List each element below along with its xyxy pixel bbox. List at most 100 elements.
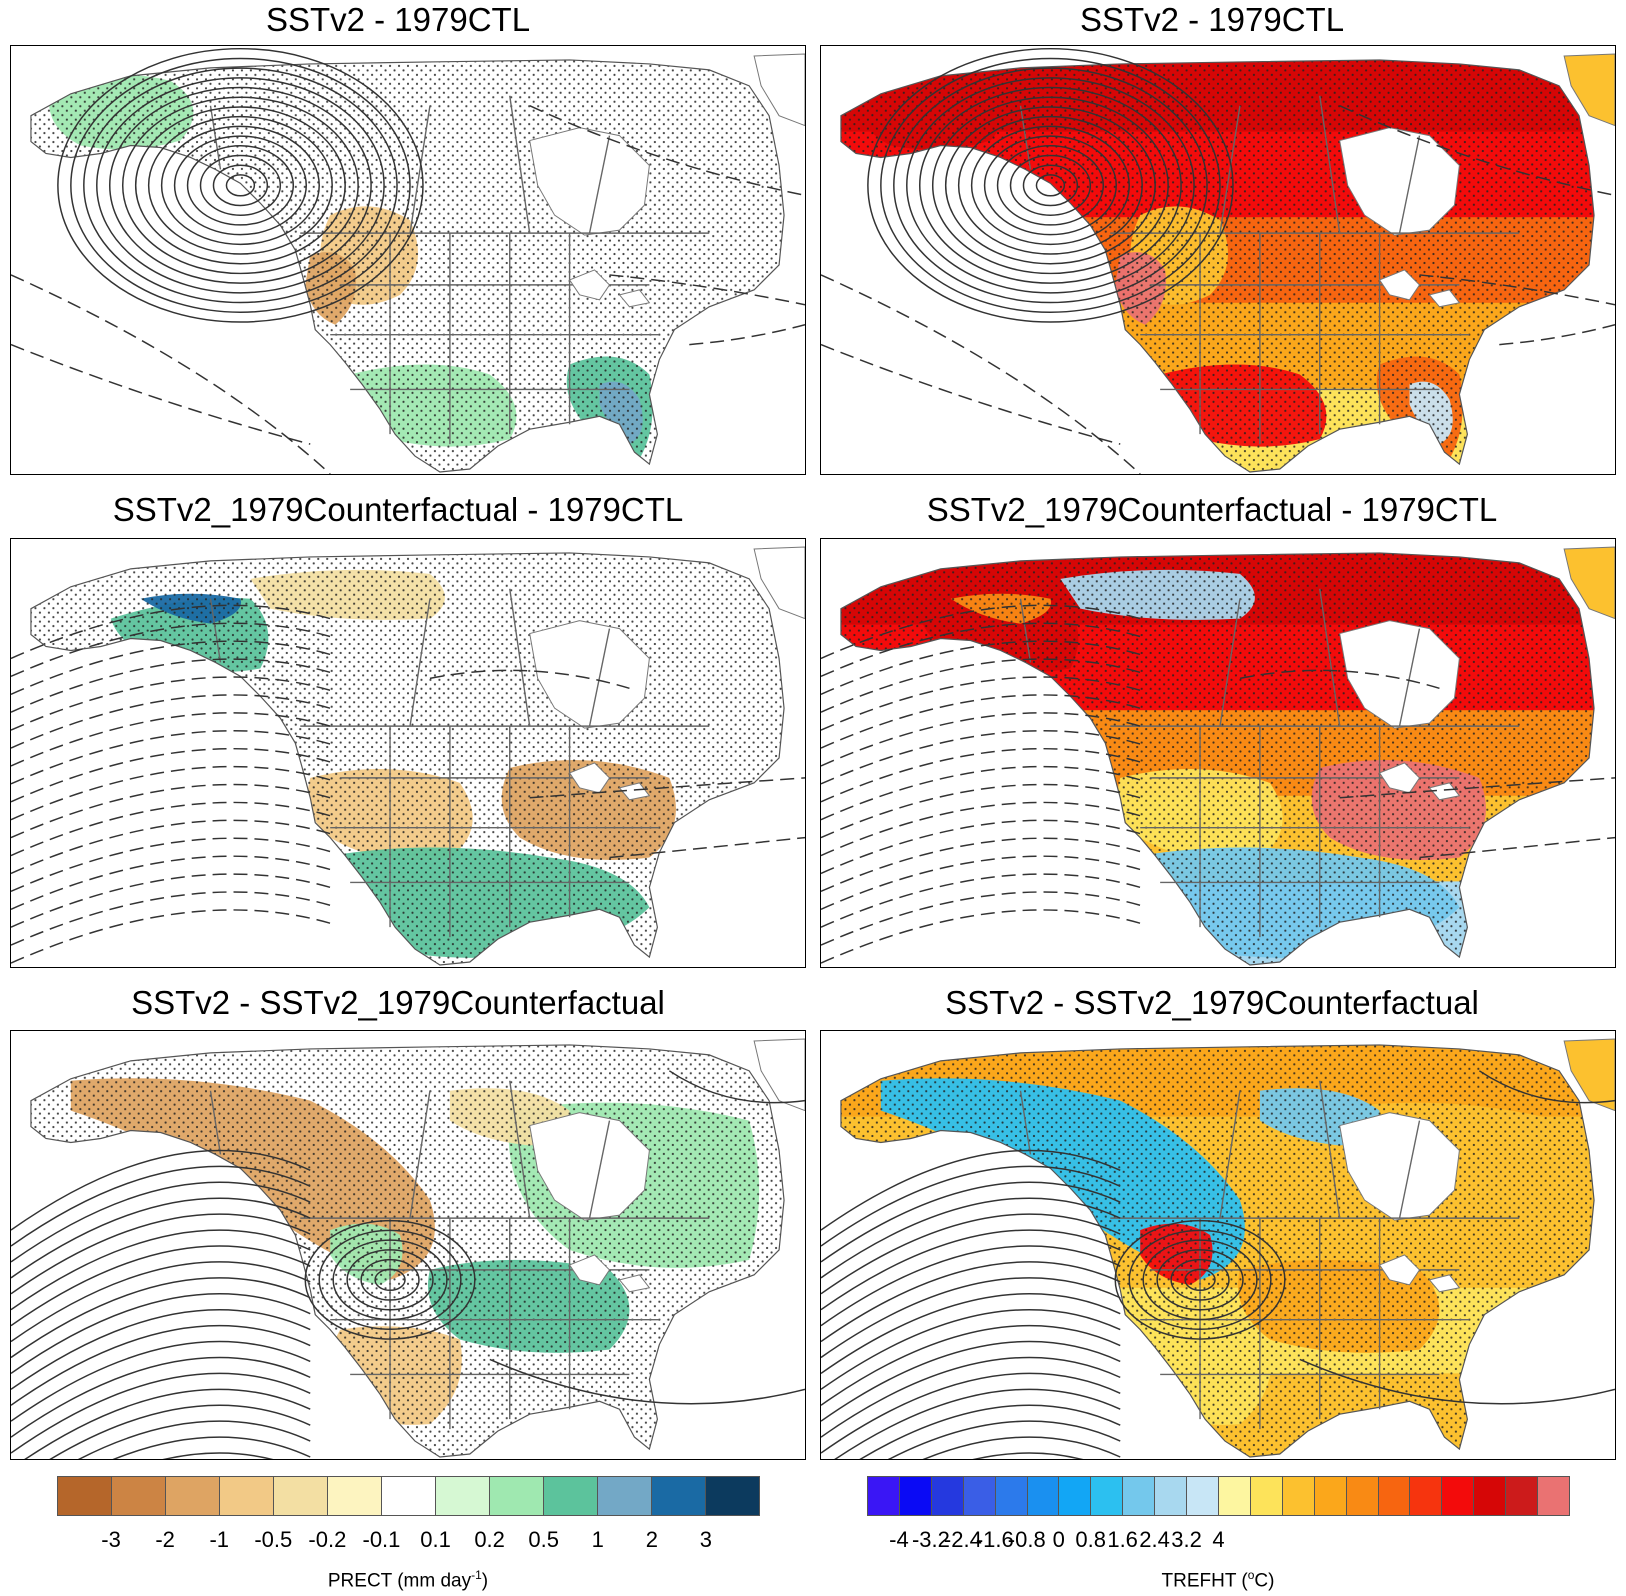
- contour-negative: [821, 837, 1141, 893]
- contour-positive: [11, 1309, 311, 1390]
- trefht-swatch: [995, 1477, 1028, 1515]
- panel-title-prect-bot: SSTv2 - SSTv2_1979Counterfactual: [131, 984, 665, 1021]
- trefht-swatch: [868, 1477, 900, 1515]
- contour-positive: [1478, 1070, 1615, 1104]
- colorbar-prect-title-suffix: ): [481, 1570, 489, 1592]
- trefht-tick-label: -0.8: [1007, 1527, 1046, 1552]
- contour-positive: [489, 1358, 805, 1405]
- prect-swatch: [274, 1477, 328, 1515]
- significance-stippling: [840, 1044, 1595, 1458]
- contour-positive: [983, 135, 1118, 236]
- prect-tick-label: -0.5: [254, 1527, 293, 1552]
- contour-positive: [834, 1388, 1121, 1459]
- colorbar-trefht-title-suffix: C): [1254, 1570, 1275, 1592]
- contour-negative: [11, 658, 331, 713]
- contour-positive: [1114, 1219, 1286, 1340]
- contour-negative: [821, 604, 1141, 660]
- prect-swatch: [490, 1477, 544, 1515]
- contour-positive: [821, 1277, 1121, 1359]
- trefht-swatch: [1091, 1477, 1124, 1515]
- contour-positive: [360, 1258, 420, 1301]
- contour-positive: [668, 1070, 805, 1104]
- contour-positive: [11, 1149, 311, 1231]
- contour-positive: [11, 1181, 311, 1263]
- coastline: [30, 1044, 785, 1458]
- land-fill-group: [30, 552, 785, 966]
- great-lakes: [1378, 1254, 1461, 1293]
- trefht-swatch: [1218, 1477, 1251, 1515]
- land-fill-group: [30, 59, 785, 473]
- prect-tick-label: 2: [645, 1527, 658, 1552]
- contour-positive: [147, 115, 333, 255]
- contour-positive: [49, 1404, 311, 1459]
- map-svg-trefht-mid: [821, 546, 1615, 966]
- contour-positive: [186, 145, 295, 226]
- land-fill-group: [840, 552, 1595, 966]
- trefht-swatch: [1410, 1477, 1443, 1515]
- prect-tick-label: -0.1: [362, 1527, 401, 1552]
- great-lakes: [568, 1254, 651, 1293]
- great-lakes: [1378, 269, 1461, 308]
- trefht-tick-label: -4: [889, 1527, 909, 1552]
- contour-positive: [821, 1197, 1121, 1279]
- contour-negative: [11, 909, 331, 964]
- greenland: [1563, 546, 1615, 620]
- hudson-bay: [1339, 127, 1460, 236]
- contour-negative: [821, 765, 1141, 821]
- panel-title-trefht-bot: SSTv2 - SSTv2_1979Counterfactual: [945, 984, 1479, 1021]
- trefht-tick-label: 0.8: [1075, 1527, 1106, 1552]
- contour-positive: [821, 1229, 1121, 1311]
- trefht-swatch: [1506, 1477, 1539, 1515]
- land-fill-group: [840, 59, 1595, 473]
- contour-positive: [859, 1404, 1121, 1459]
- contour-positive: [821, 1181, 1121, 1263]
- trefht-swatch: [1442, 1477, 1475, 1515]
- contour-positive: [318, 1229, 462, 1331]
- prect-swatch: [112, 1477, 166, 1515]
- significance-stippling: [30, 1044, 785, 1458]
- contour-positive: [821, 1324, 1121, 1406]
- contour-positive: [1022, 164, 1079, 207]
- contour-negative: [821, 819, 1141, 875]
- contour-positive: [70, 57, 411, 314]
- contour-positive: [109, 86, 372, 284]
- greenland: [1563, 53, 1615, 127]
- state-border: [409, 105, 431, 234]
- panel-title-trefht-top: SSTv2 - 1979CTL: [1079, 1, 1345, 38]
- prect-swatch: [382, 1477, 436, 1515]
- contour-positive: [821, 1309, 1121, 1390]
- coastline: [30, 552, 785, 966]
- state-border: [509, 1080, 531, 1219]
- map-panel-prect-top: [10, 45, 806, 475]
- contour-negative: [529, 777, 805, 799]
- contour-negative: [529, 105, 805, 197]
- panel-title-prect-top: SSTv2 - 1979CTL: [265, 1, 531, 38]
- contour-negative: [11, 891, 331, 946]
- contour-negative: [821, 640, 1141, 695]
- contour-positive: [11, 1261, 311, 1343]
- coastline: [840, 552, 1595, 966]
- contour-negative: [821, 622, 1141, 678]
- map-svg-trefht-bot: [821, 1038, 1615, 1459]
- contour-positive: [821, 1372, 1121, 1454]
- contour-positive: [821, 1213, 1121, 1295]
- hudson-bay: [1339, 1112, 1460, 1221]
- prect-tick-label: -3: [101, 1527, 121, 1552]
- prect-tick-label: -1: [209, 1527, 229, 1552]
- contour-positive: [996, 145, 1105, 226]
- contour-negative: [609, 836, 805, 859]
- state-border: [1319, 1080, 1341, 1219]
- contour-positive: [11, 1356, 311, 1438]
- contour-negative: [821, 676, 1141, 731]
- contour-positive: [78, 1420, 311, 1459]
- hudson-bay: [529, 620, 650, 729]
- contour-negative: [1499, 323, 1615, 346]
- contour-positive: [121, 96, 359, 275]
- contour-positive: [1035, 174, 1066, 197]
- contour-positive: [332, 1239, 448, 1321]
- contour-positive: [11, 1213, 311, 1295]
- significance-stippling: [840, 59, 1595, 473]
- contour-positive: [957, 115, 1143, 255]
- contour-positive: [11, 1293, 311, 1375]
- state-border: [1398, 1120, 1421, 1219]
